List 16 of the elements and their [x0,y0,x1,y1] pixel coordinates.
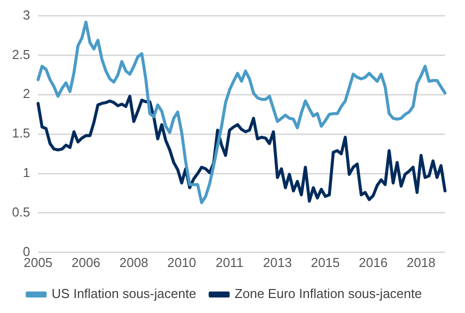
y-tick-label: 3 [22,7,30,22]
y-tick-label: 1.5 [12,126,30,141]
y-tick-label: 2 [22,86,30,102]
x-tick-label: 2018 [406,254,436,270]
x-tick-label: 2006 [71,254,100,270]
legend-label: Zone Euro Inflation sous-jacente [234,286,422,302]
x-tick-label: 2011 [216,254,244,270]
x-tick-label: 2015 [310,254,340,270]
y-tick-label: 2.5 [12,46,30,62]
x-tick-label: 2013 [262,254,292,270]
x-tick-label: 2016 [358,254,388,270]
x-tick-label: 2008 [119,254,148,270]
x-tick-label: 2010 [167,254,196,270]
y-tick-label: 0.5 [12,204,30,220]
y-tick-label: 1 [22,165,30,180]
legend-label: US Inflation sous-jacente [52,286,196,302]
